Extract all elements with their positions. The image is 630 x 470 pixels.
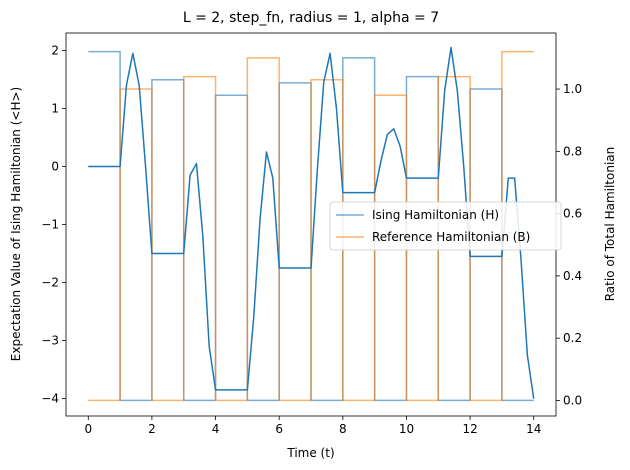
y-right-tick-label: 0.4 — [563, 269, 582, 283]
y-left-tick-label: 1 — [51, 101, 59, 115]
x-tick-label: 8 — [339, 422, 347, 436]
series-line-reference — [88, 50, 534, 402]
legend-box — [329, 201, 562, 251]
y-right-tick-label: 0.2 — [563, 331, 582, 345]
legend: Ising Hamiltonian (H) Reference Hamilton… — [329, 201, 562, 251]
x-tick-label: 6 — [275, 422, 283, 436]
y-right-tick-label: 0.0 — [563, 393, 582, 407]
x-axis-label: Time (t) — [286, 446, 334, 460]
chart-title: L = 2, step_fn, radius = 1, alpha = 7 — [183, 10, 439, 26]
x-tick-label: 0 — [84, 422, 92, 436]
legend-label-reference: Reference Hamiltonian (B) — [372, 230, 530, 244]
y-right-tick-label: 1.0 — [563, 82, 582, 96]
y-left-tick-label: −1 — [41, 218, 59, 232]
y-left-tick-label: −3 — [41, 334, 59, 348]
y-left-tick-label: −4 — [41, 392, 59, 406]
x-tick-label: 14 — [526, 422, 541, 436]
y-right-axis-ticks: 0.0 0.2 0.4 0.6 0.8 1.0 — [556, 82, 582, 407]
x-tick-label: 12 — [462, 422, 477, 436]
x-axis-ticks: 0 2 4 6 8 10 12 14 — [84, 416, 541, 436]
y-left-axis-label: Expectation Value of Ising Hamiltonian (… — [9, 87, 23, 361]
y-left-tick-label: −2 — [41, 276, 59, 290]
x-tick-label: 4 — [212, 422, 220, 436]
plot-area — [88, 46, 535, 402]
y-left-axis-ticks: −4 −3 −2 −1 0 1 2 — [41, 43, 66, 406]
y-right-tick-label: 0.8 — [563, 144, 582, 158]
y-left-tick-label: 0 — [51, 159, 59, 173]
series-line-expectation — [88, 46, 535, 399]
y-left-tick-label: 2 — [51, 43, 59, 57]
y-right-tick-label: 0.6 — [563, 207, 582, 221]
y-right-axis-label: Ratio of Total Hamiltonian — [603, 147, 617, 302]
x-tick-label: 10 — [399, 422, 414, 436]
x-tick-label: 2 — [148, 422, 156, 436]
legend-label-ising: Ising Hamiltonian (H) — [372, 208, 499, 222]
